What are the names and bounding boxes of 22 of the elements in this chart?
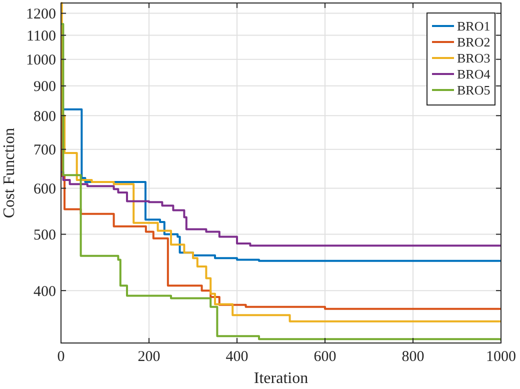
legend-label: BRO5 <box>457 82 490 98</box>
x-axis-title: Iteration <box>254 370 308 387</box>
legend-label: BRO1 <box>457 18 490 34</box>
y-tick-label: 1100 <box>26 28 56 45</box>
x-tick-label: 0 <box>57 349 65 365</box>
y-tick-label: 700 <box>34 142 56 159</box>
y-tick-label: 900 <box>34 79 56 96</box>
legend-label: BRO4 <box>457 66 491 82</box>
y-tick-label: 500 <box>34 228 56 244</box>
legend-label: BRO2 <box>457 34 490 50</box>
y-tick-label: 400 <box>34 284 56 300</box>
y-tick-label: 600 <box>34 182 56 198</box>
x-tick-label: 200 <box>138 349 160 365</box>
x-tick-label: 600 <box>314 349 336 365</box>
x-tick-label: 800 <box>402 349 424 365</box>
x-tick-label: 400 <box>226 349 248 365</box>
legend-label: BRO3 <box>457 50 490 66</box>
y-tick-label: 1200 <box>26 6 56 23</box>
y-axis-title: Cost Function <box>1 128 18 218</box>
y-tick-label: 1000 <box>26 52 56 69</box>
y-tick-label: 800 <box>34 108 56 125</box>
x-tick-label: 1000 <box>486 349 516 365</box>
